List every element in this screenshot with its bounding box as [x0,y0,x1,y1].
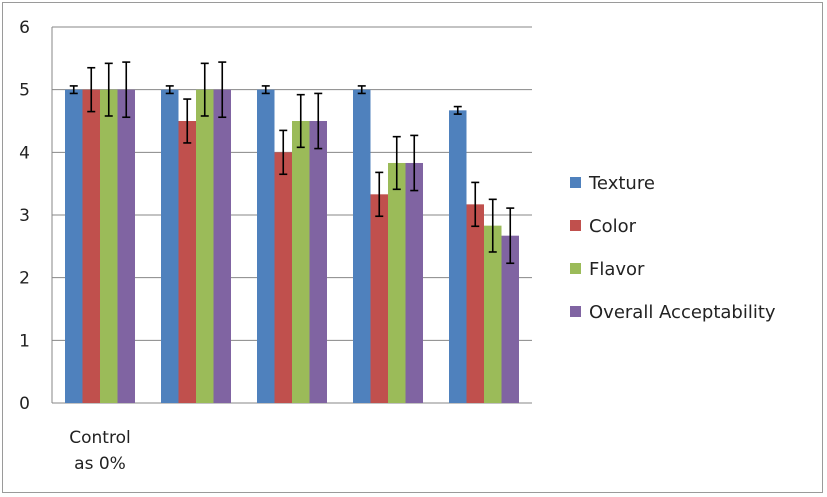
bar-texture-0 [65,89,83,404]
bar-overall-acceptability-1 [213,89,231,404]
bar-flavor-4 [484,225,502,403]
bar-overall-acceptability-2 [309,121,327,403]
legend-label-color: Color [589,216,637,237]
legend-label-texture: Texture [588,173,655,194]
bar-overall-acceptability-0 [117,89,135,404]
bar-texture-3 [353,89,371,404]
x-tick-label-0-line-1: as 0% [74,454,126,474]
legend-label-flavor: Flavor [589,259,645,280]
bar-flavor-0 [100,89,118,404]
y-tick-label-1: 1 [19,331,30,351]
bar-flavor-1 [196,89,214,404]
bar-texture-2 [257,89,275,404]
y-tick-label-4: 4 [19,143,30,163]
bar-overall-acceptability-3 [405,162,423,403]
bar-texture-1 [161,89,179,404]
y-tick-label-3: 3 [19,206,30,226]
y-tick-label-2: 2 [19,269,30,289]
legend-label-overall-acceptability: Overall Acceptability [589,302,776,323]
y-tick-label-6: 6 [19,18,30,38]
bar-color-1 [178,121,196,403]
legend-swatch-flavor [570,263,581,274]
bar-color-2 [274,152,292,403]
bar-flavor-2 [292,121,310,403]
bar-color-0 [82,89,100,404]
bar-texture-4 [449,110,467,403]
legend-swatch-color [570,220,581,231]
bar-overall-acceptability-4 [501,235,519,403]
y-tick-label-0: 0 [19,394,30,414]
bar-flavor-3 [388,162,406,403]
x-tick-label-0-line-0: Control [69,428,130,448]
legend-swatch-texture [570,177,581,188]
legend-swatch-overall-acceptability [570,306,581,317]
bar-color-4 [466,204,484,403]
bar-color-3 [370,194,388,403]
y-tick-label-5: 5 [19,81,30,101]
